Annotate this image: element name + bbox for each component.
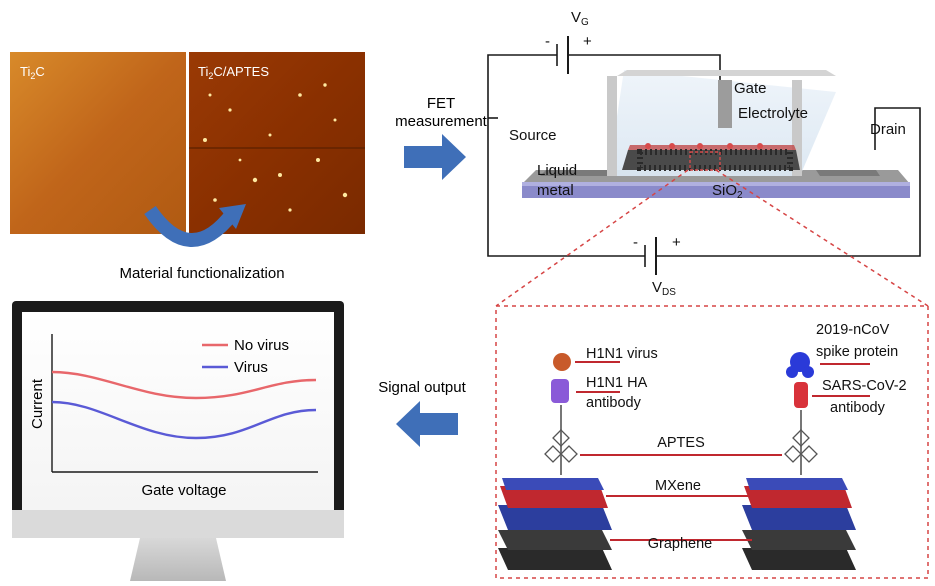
afm-image-ti2c <box>10 52 186 234</box>
legend-no-virus: No virus <box>234 337 289 354</box>
afm-image-ti2c-aptes <box>189 52 365 234</box>
signal-output: Signal output <box>378 379 467 447</box>
gate-label: Gate <box>734 80 767 97</box>
h1n1-antibody-label: antibody <box>586 395 642 411</box>
drain-label: Drain <box>870 121 906 138</box>
vg-label: VG <box>571 9 589 28</box>
fet-device <box>522 70 910 198</box>
h1n1-ha-label: H1N1 HA <box>586 375 648 391</box>
vds-minus: - <box>633 234 638 251</box>
sars-cov2-label: SARS-CoV-2 <box>822 378 907 394</box>
vds-plus: + <box>672 234 681 251</box>
chart-xlabel: Gate voltage <box>141 482 226 499</box>
connector-lines <box>575 361 870 541</box>
sars-antibody-icon <box>794 382 808 408</box>
no-virus-curve <box>51 370 317 400</box>
antibody-icon <box>551 379 569 403</box>
vds-label: VDS <box>652 279 676 298</box>
aptes-label: APTES <box>657 435 705 451</box>
monitor <box>12 301 344 581</box>
right-arrow-icon <box>404 134 466 180</box>
fet-label-2: measurement <box>395 113 488 130</box>
virus-sphere-icon <box>553 353 571 371</box>
left-stack <box>498 353 612 570</box>
left-arrow-icon <box>396 401 458 447</box>
functionalization-caption: Material functionalization <box>119 265 284 282</box>
fet-labels: VG - + Gate Electrolyte Source Drain Liq… <box>509 9 906 298</box>
fet-label-1: FET <box>427 95 455 112</box>
mxene-label: MXene <box>655 478 701 494</box>
spike-protein-label: spike protein <box>816 344 898 360</box>
h1n1-virus-label: H1N1 virus <box>586 346 658 362</box>
molecular-schematic: H1N1 virus H1N1 HA antibody 2019-nCoV sp… <box>498 322 907 570</box>
liquid-metal-label-2: metal <box>537 182 574 199</box>
liquid-metal-label-1: Liquid <box>537 162 577 179</box>
fet-arrow: FET measurement <box>395 95 488 180</box>
vg-minus: - <box>545 33 550 50</box>
source-label: Source <box>509 127 557 144</box>
electrolyte-label: Electrolyte <box>738 105 808 122</box>
afm-label-ti2c: Ti2C <box>20 64 45 81</box>
sars-antibody-label: antibody <box>830 400 886 416</box>
vg-plus: + <box>583 33 592 50</box>
right-stack <box>742 352 856 570</box>
afm-particles <box>203 83 348 212</box>
ncov-label: 2019-nCoV <box>816 322 890 338</box>
functionalization-arrow-icon <box>144 205 238 247</box>
afm-panel: Ti2C Ti2C/APTES Material functionalizati… <box>10 52 365 282</box>
zoom-lines <box>495 169 929 579</box>
signal-output-label: Signal output <box>378 379 466 396</box>
chart-ylabel: Current <box>29 378 46 429</box>
graphene-label: Graphene <box>648 536 713 552</box>
virus-curve <box>51 400 317 440</box>
legend-virus: Virus <box>234 359 268 376</box>
monitor-chart: No virus Virus Gate voltage Current <box>29 334 318 499</box>
sio2-label: SiO2 <box>712 182 743 201</box>
molecular-labels: H1N1 virus H1N1 HA antibody 2019-nCoV sp… <box>586 322 907 552</box>
afm-label-ti2c-aptes: Ti2C/APTES <box>198 64 269 81</box>
